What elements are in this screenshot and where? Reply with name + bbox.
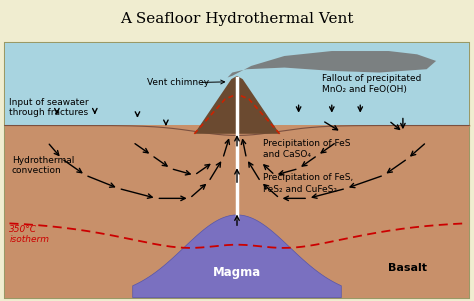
Text: Input of seawater
through fractures: Input of seawater through fractures xyxy=(9,98,89,117)
Text: 350°C
isotherm: 350°C isotherm xyxy=(9,225,49,244)
Bar xyxy=(5,43,469,126)
Polygon shape xyxy=(228,51,436,77)
Text: Precipitation of FeS,
FeS₂ and CuFeS₂: Precipitation of FeS, FeS₂ and CuFeS₂ xyxy=(263,173,353,194)
Polygon shape xyxy=(194,76,280,134)
Text: A Seafloor Hydrothermal Vent: A Seafloor Hydrothermal Vent xyxy=(120,12,354,26)
Text: Vent chimney: Vent chimney xyxy=(147,78,209,87)
Text: Precipitation of FeS
and CaSO₄: Precipitation of FeS and CaSO₄ xyxy=(263,139,351,159)
Bar xyxy=(5,126,469,298)
Text: Basalt: Basalt xyxy=(388,263,427,273)
Polygon shape xyxy=(133,215,341,298)
FancyBboxPatch shape xyxy=(5,43,469,298)
Text: Fallout of precipitated
MnO₂ and FeO(OH): Fallout of precipitated MnO₂ and FeO(OH) xyxy=(322,74,422,94)
Text: Hydrothermal
convection: Hydrothermal convection xyxy=(12,156,74,175)
Text: Magma: Magma xyxy=(213,266,261,279)
